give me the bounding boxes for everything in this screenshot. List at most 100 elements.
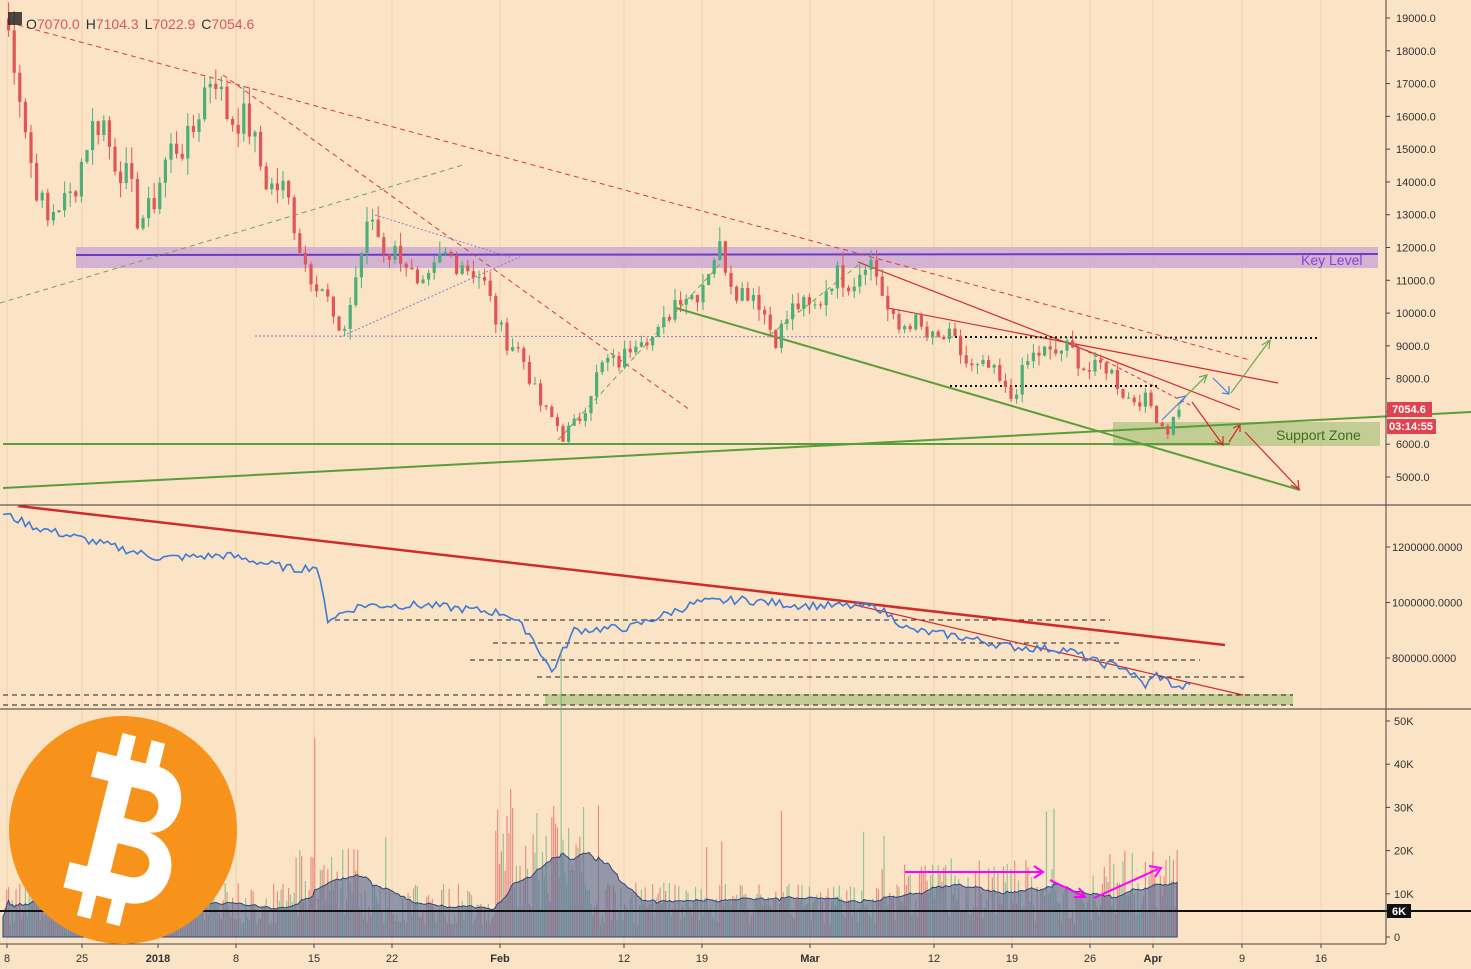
candle xyxy=(807,293,811,314)
candle xyxy=(511,338,515,352)
candle xyxy=(679,291,683,313)
volume-bar xyxy=(497,809,499,937)
candle xyxy=(1031,343,1035,369)
time-tick-label: 16 xyxy=(1315,953,1327,965)
candle xyxy=(617,351,621,372)
candle xyxy=(942,335,946,341)
candle xyxy=(914,312,918,331)
candle xyxy=(1171,416,1175,437)
candle xyxy=(555,413,559,432)
candle xyxy=(505,317,509,356)
candle xyxy=(57,209,61,213)
candle xyxy=(231,116,235,132)
candle xyxy=(432,255,436,280)
candle xyxy=(303,245,307,272)
candle xyxy=(343,325,347,336)
candle xyxy=(858,264,862,294)
last-price-badge: 7054.6 xyxy=(1387,402,1432,417)
candle xyxy=(292,194,296,241)
price-tick-label: 11000.0 xyxy=(1396,275,1435,287)
candle xyxy=(455,251,459,276)
volume-bar xyxy=(560,649,562,937)
candle xyxy=(695,294,699,312)
candle xyxy=(651,336,655,351)
candle xyxy=(23,98,27,139)
candle xyxy=(735,285,739,304)
candle xyxy=(376,206,380,238)
candle xyxy=(404,261,408,277)
candle xyxy=(875,250,879,286)
price-tick-label: 15000.0 xyxy=(1396,144,1436,156)
volume-bar xyxy=(301,856,303,937)
volume-tick-label: 20K xyxy=(1394,846,1414,858)
candle xyxy=(438,241,442,264)
candle xyxy=(987,355,991,369)
candle xyxy=(309,261,313,292)
candle xyxy=(135,172,139,230)
candle xyxy=(331,296,335,324)
volume-bar xyxy=(495,830,497,937)
candle xyxy=(236,108,240,148)
candle xyxy=(1071,330,1075,349)
candle xyxy=(690,293,694,301)
candle xyxy=(1048,339,1052,360)
candle xyxy=(1104,361,1108,381)
candle xyxy=(354,266,358,308)
candle xyxy=(113,138,117,176)
candle xyxy=(1054,339,1058,357)
candle xyxy=(264,162,268,191)
volume-bar xyxy=(1053,808,1055,937)
volume-bar xyxy=(510,789,512,937)
price-tick-label: 19000.0 xyxy=(1396,13,1436,25)
obv-tick-label: 1000000.0000 xyxy=(1392,598,1462,610)
candle xyxy=(449,250,453,258)
svg-text:6K: 6K xyxy=(1392,906,1406,918)
candle xyxy=(723,240,727,276)
candle xyxy=(998,358,1002,383)
candle xyxy=(1127,392,1131,399)
obv-trendline-2 xyxy=(854,604,1244,696)
volume-bar xyxy=(299,850,301,937)
candle xyxy=(208,76,212,104)
candle xyxy=(1160,421,1164,430)
candle xyxy=(796,292,800,312)
candle xyxy=(1059,350,1063,362)
candle xyxy=(628,340,632,359)
candle xyxy=(880,269,884,297)
candle xyxy=(158,177,162,215)
candle xyxy=(936,329,940,338)
candle xyxy=(29,124,33,178)
candle xyxy=(757,286,761,321)
candle xyxy=(852,277,856,299)
candle xyxy=(1143,388,1147,413)
candle xyxy=(387,253,391,269)
volume-bar xyxy=(883,835,885,937)
candle xyxy=(863,265,867,286)
candle xyxy=(203,76,207,122)
price-tick-label: 9000.0 xyxy=(1396,341,1430,353)
candle xyxy=(567,421,571,445)
svg-text:7054.6: 7054.6 xyxy=(1392,404,1426,416)
candle xyxy=(415,266,419,285)
volume-bar xyxy=(502,833,504,937)
candle xyxy=(953,323,957,337)
candle xyxy=(869,250,873,281)
candle xyxy=(1132,394,1136,406)
candle xyxy=(1015,388,1019,404)
candle xyxy=(1003,373,1007,393)
candle xyxy=(494,292,498,334)
candle xyxy=(393,240,397,264)
candle xyxy=(964,345,968,368)
volume-bar xyxy=(500,851,502,937)
candle xyxy=(729,265,733,295)
candle xyxy=(1043,346,1047,357)
volume-bar xyxy=(512,808,514,937)
candle xyxy=(813,300,817,310)
candle xyxy=(1121,388,1125,400)
obv-tick-label: 1200000.0000 xyxy=(1392,542,1462,554)
time-tick-label: Mar xyxy=(800,953,820,965)
candle xyxy=(634,340,638,356)
volume-bar xyxy=(1045,811,1048,937)
